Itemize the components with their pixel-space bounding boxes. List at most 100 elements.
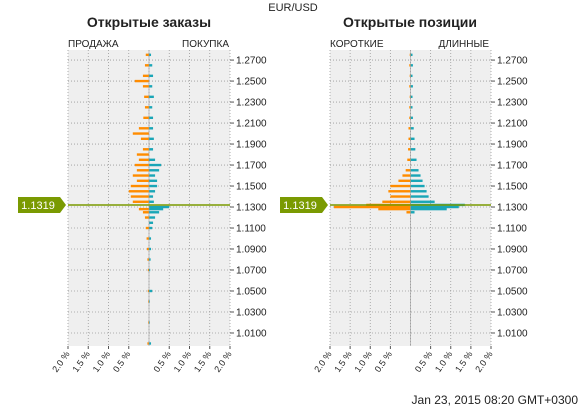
chart-title: EUR/USD — [268, 2, 318, 14]
bar-orders-left — [132, 132, 149, 135]
bar-orders-right — [149, 300, 150, 303]
y-tick-label: 1.2100 — [236, 119, 267, 130]
y-tick-label: 1.0500 — [236, 286, 267, 297]
bar-orders-right — [149, 211, 160, 214]
y-tick-label: 1.2500 — [497, 77, 528, 88]
bar-positions-left — [405, 169, 411, 172]
bar-positions-left — [409, 74, 411, 78]
bar-orders-right — [149, 158, 156, 161]
bar-orders-right — [149, 237, 152, 240]
bar-orders-right — [149, 321, 150, 324]
bar-orders-left — [132, 200, 149, 203]
bar-positions-right — [410, 211, 415, 214]
y-tick-label: 1.0500 — [497, 286, 528, 297]
y-tick-label: 1.0300 — [497, 307, 528, 318]
bar-orders-left — [147, 258, 149, 261]
bar-orders-left — [138, 158, 149, 161]
bar-orders-right — [149, 200, 154, 203]
bar-orders-right — [149, 116, 154, 120]
bar-orders-right — [149, 195, 154, 198]
bar-positions-right — [410, 158, 417, 161]
bar-positions-left — [390, 184, 411, 188]
y-tick-label: 1.2100 — [497, 119, 528, 130]
y-tick-label: 1.1500 — [497, 182, 528, 193]
x-tick-label: 1.5 % — [70, 349, 91, 374]
bar-orders-right — [149, 127, 154, 130]
bar-positions-left — [382, 200, 411, 203]
short-label: КОРОТКИЕ — [330, 39, 384, 50]
bar-orders-left — [138, 127, 149, 130]
y-tick-label: 1.0300 — [236, 307, 267, 318]
bar-orders-right — [149, 258, 151, 261]
bar-positions-right — [410, 148, 416, 151]
bar-orders-right — [149, 85, 153, 88]
x-tick-label: 1.0 % — [172, 349, 193, 374]
y-tick-label: 1.1700 — [497, 161, 528, 172]
y-tick-label: 1.1100 — [497, 224, 527, 235]
panel-title-orders: Открытые заказы — [87, 14, 211, 30]
y-tick-label: 1.1900 — [236, 140, 267, 151]
bar-orders-left — [136, 179, 149, 182]
bar-positions-right — [410, 64, 413, 67]
bar-positions-left — [378, 207, 411, 211]
bar-orders-right — [149, 174, 156, 177]
current-price-flag — [280, 197, 328, 214]
bar-orders-left — [138, 207, 149, 211]
bar-positions-left — [409, 116, 411, 120]
bar-orders-left — [146, 237, 149, 240]
bar-positions-left — [390, 195, 411, 198]
bar-orders-left — [144, 216, 149, 219]
bar-orders-left — [144, 106, 149, 109]
y-tick-label: 1.0100 — [236, 328, 267, 339]
x-tick-label: 1.5 % — [192, 349, 213, 374]
bar-positions-right — [410, 179, 423, 182]
x-tick-label: 2.0 % — [50, 349, 71, 374]
bar-orders-left — [147, 289, 149, 293]
bar-positions-left — [408, 148, 411, 151]
bar-orders-right — [149, 190, 156, 193]
bar-positions-right — [410, 169, 419, 172]
bar-orders-right — [149, 289, 153, 293]
y-tick-label: 1.1700 — [236, 161, 267, 172]
bar-orders-left — [142, 85, 149, 88]
bar-positions-right — [410, 85, 413, 88]
bar-positions-left — [402, 174, 411, 177]
bar-orders-right — [149, 205, 170, 209]
bar-positions-right — [410, 184, 425, 188]
bar-orders-left — [136, 169, 149, 172]
x-tick-label: 1.5 % — [332, 349, 353, 374]
bar-orders-left — [145, 226, 149, 230]
current-price-flag — [18, 197, 66, 214]
panel-title-positions: Открытые позиции — [343, 14, 477, 30]
y-tick-label: 1.1300 — [236, 203, 267, 214]
bar-orders-left — [130, 184, 149, 188]
x-tick-label: 1.0 % — [433, 349, 454, 374]
x-tick-label: 1.0 % — [91, 349, 112, 374]
bar-positions-left — [334, 205, 411, 209]
bar-orders-left — [128, 190, 149, 193]
bar-positions-right — [410, 137, 415, 140]
timestamp: Jan 23, 2015 08:20 GMT+0300 — [412, 393, 579, 407]
bar-positions-left — [407, 158, 411, 161]
bar-orders-right — [149, 74, 154, 78]
bar-orders-right — [149, 221, 154, 224]
bar-orders-right — [149, 137, 154, 140]
bar-orders-left — [146, 247, 149, 251]
x-tick-label: 2.0 % — [312, 349, 333, 374]
y-tick-label: 1.1900 — [497, 140, 528, 151]
bar-positions-right — [410, 174, 421, 177]
bar-orders-right — [149, 148, 154, 151]
y-tick-label: 1.2300 — [236, 98, 267, 109]
y-tick-label: 1.2700 — [236, 56, 267, 67]
y-tick-label: 1.1300 — [497, 203, 528, 214]
y-tick-label: 1.0100 — [497, 328, 528, 339]
bar-orders-right — [149, 169, 160, 172]
bar-orders-right — [149, 342, 152, 345]
x-tick-label: 2.0 % — [473, 349, 494, 374]
current-price-label: 1.1319 — [283, 200, 317, 212]
buy-label: ПОКУПКА — [182, 39, 229, 50]
x-tick-label: 2.0 % — [212, 349, 233, 374]
panel-open-orders: Открытые заказы ПРОДАЖА ПОКУПКА 1.2700 1.… — [18, 14, 267, 374]
bar-orders-left — [132, 174, 149, 177]
